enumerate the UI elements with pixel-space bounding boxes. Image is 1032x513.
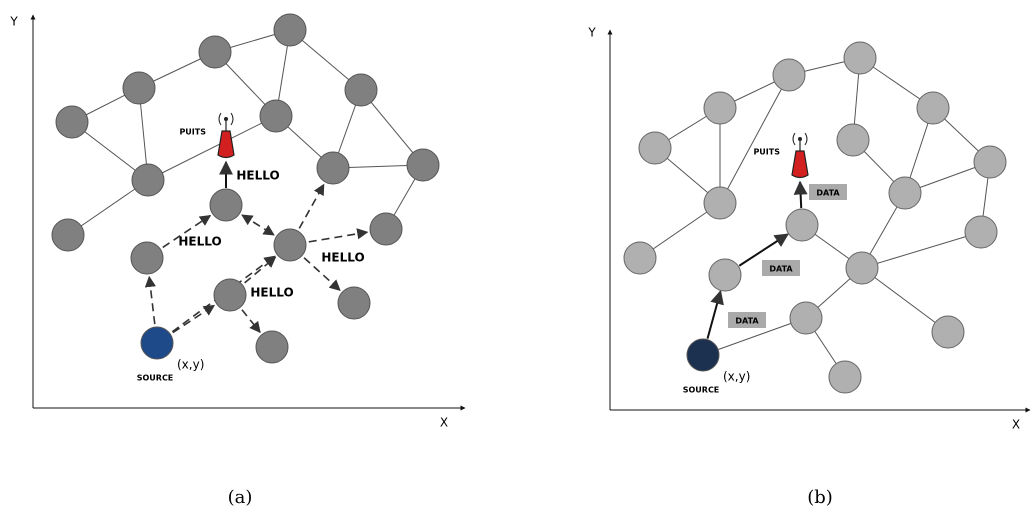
y-axis-label: Y — [587, 26, 596, 40]
node — [369, 212, 403, 246]
node — [785, 208, 819, 242]
message-box — [762, 260, 800, 276]
caption: (b) — [807, 487, 833, 508]
node — [845, 251, 879, 285]
message-label: DATA — [769, 265, 793, 274]
node — [209, 188, 243, 222]
signal — [792, 132, 808, 146]
message-box — [728, 312, 766, 328]
node — [888, 176, 922, 210]
message-arrow — [171, 255, 276, 333]
y-axis-label: Y — [9, 15, 18, 29]
node — [51, 218, 85, 252]
sink-label: PUITS — [179, 128, 206, 137]
edge — [702, 317, 807, 356]
sink-label: PUITS — [753, 148, 780, 157]
message-arrow — [162, 214, 212, 249]
source-label: SOURCE — [683, 386, 720, 395]
edge — [861, 267, 949, 333]
message-arrow — [172, 304, 216, 334]
node — [130, 241, 164, 275]
node — [708, 258, 742, 292]
node — [259, 99, 293, 133]
node — [964, 215, 998, 249]
message-label: DATA — [735, 317, 759, 326]
message-label: HELLO — [236, 169, 279, 183]
message-arrow — [241, 214, 275, 236]
node — [836, 123, 870, 157]
message-arrow — [308, 228, 369, 243]
source-node — [140, 326, 174, 360]
panel: Y X (b) SOURCE(x,y) PUITS DATA DATA DATA — [587, 26, 1031, 508]
source-position: (x,y) — [723, 370, 750, 384]
node — [623, 241, 657, 275]
edge — [719, 74, 790, 204]
node — [772, 58, 806, 92]
message-label: DATA — [816, 189, 840, 198]
message-arrow — [144, 275, 156, 325]
message-label: HELLO — [250, 286, 293, 300]
message-arrow — [298, 183, 325, 229]
message-arrow — [303, 257, 341, 291]
message-arrow — [706, 290, 724, 339]
message-box — [809, 184, 847, 200]
node — [973, 145, 1007, 179]
message-label: HELLO — [178, 235, 221, 249]
message-arrow — [241, 309, 261, 334]
node — [703, 91, 737, 125]
node — [703, 186, 737, 220]
source-node — [686, 338, 720, 372]
node — [122, 71, 156, 105]
source-position: (x,y) — [177, 358, 204, 372]
caption: (a) — [228, 487, 253, 508]
node — [337, 286, 371, 320]
sink — [791, 150, 809, 179]
sink — [217, 130, 235, 159]
antenna-tip — [798, 137, 802, 141]
signal — [218, 112, 234, 126]
message-arrow — [738, 233, 789, 267]
message-label: HELLO — [321, 251, 364, 265]
panel: Y X (a) SOURCE(x,y) PUITS HELLO HELLO HELLO HELL… — [9, 13, 466, 508]
edge — [147, 115, 277, 181]
node — [273, 228, 307, 262]
node — [931, 315, 965, 349]
node — [916, 91, 950, 125]
x-axis-label: X — [440, 416, 448, 430]
node — [843, 41, 877, 75]
source-label: SOURCE — [137, 374, 174, 383]
node — [255, 330, 289, 364]
node — [789, 301, 823, 335]
node — [213, 278, 247, 312]
node — [131, 163, 165, 197]
edge — [861, 231, 982, 269]
message-arrow — [244, 256, 277, 284]
x-axis-label: X — [1012, 418, 1020, 432]
node — [316, 151, 350, 185]
node — [198, 35, 232, 69]
node — [273, 13, 307, 47]
node — [55, 105, 89, 139]
node — [828, 360, 862, 394]
node — [638, 131, 672, 165]
node — [344, 73, 378, 107]
antenna-tip — [224, 117, 228, 121]
node — [406, 148, 440, 182]
message-arrow — [793, 180, 808, 209]
